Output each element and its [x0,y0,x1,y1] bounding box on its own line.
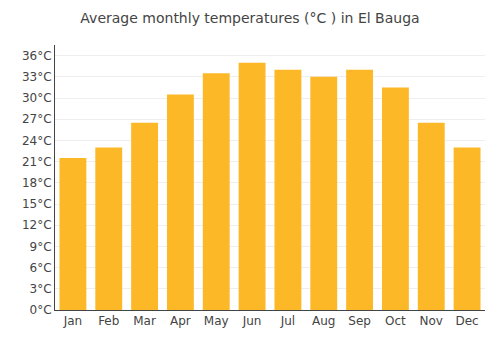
svg-text:Dec: Dec [455,314,478,328]
svg-text:3°C: 3°C [30,282,52,296]
svg-text:Average monthly temperatures (: Average monthly temperatures (°C ) in El… [80,10,419,26]
svg-text:21°C: 21°C [22,155,52,169]
svg-text:12°C: 12°C [22,218,52,232]
svg-text:33°C: 33°C [22,70,52,84]
svg-text:15°C: 15°C [22,197,52,211]
svg-text:May: May [204,314,229,328]
svg-text:27°C: 27°C [22,112,52,126]
svg-text:24°C: 24°C [22,134,52,148]
svg-text:9°C: 9°C [30,240,52,254]
svg-text:Nov: Nov [420,314,443,328]
svg-text:Sep: Sep [348,314,371,328]
svg-text:Apr: Apr [170,314,191,328]
svg-text:Feb: Feb [98,314,119,328]
svg-text:6°C: 6°C [30,261,52,275]
svg-text:Aug: Aug [312,314,335,328]
svg-text:0°C: 0°C [30,303,52,317]
svg-text:Jul: Jul [280,314,295,328]
svg-text:30°C: 30°C [22,91,52,105]
svg-text:Mar: Mar [133,314,156,328]
svg-text:36°C: 36°C [22,49,52,63]
svg-text:Jun: Jun [242,314,262,328]
svg-text:Jan: Jan [63,314,83,328]
svg-text:18°C: 18°C [22,176,52,190]
svg-text:Oct: Oct [385,314,406,328]
